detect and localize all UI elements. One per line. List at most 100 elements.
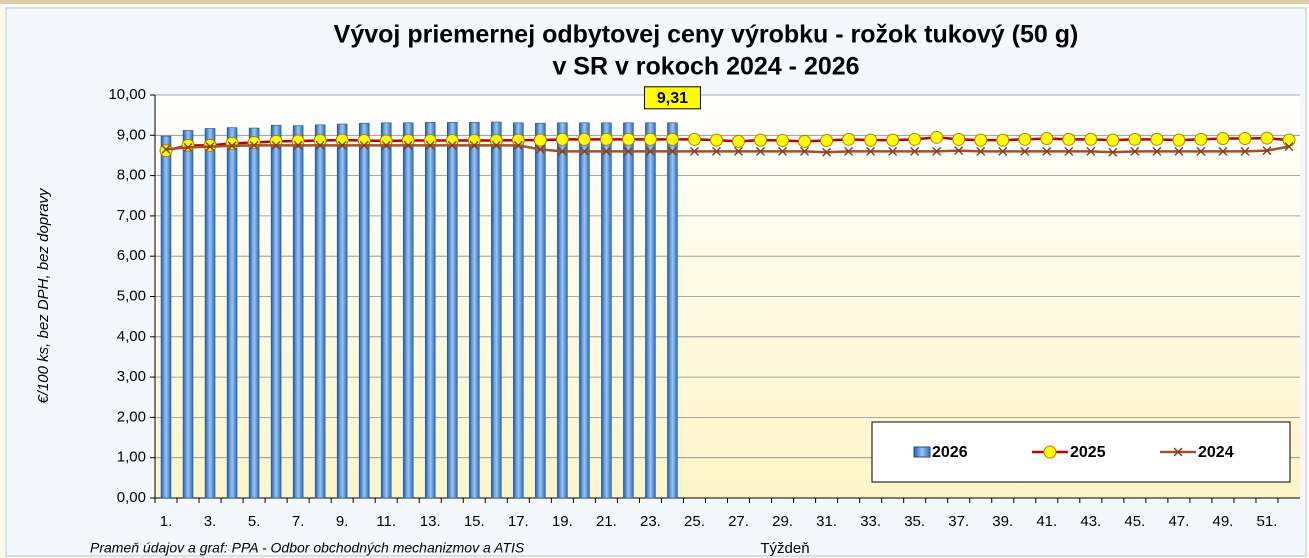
marker [1196, 146, 1206, 156]
marker [1282, 133, 1296, 147]
bar [204, 128, 216, 499]
x-tick-label: 45. [1124, 513, 1145, 530]
marker [756, 146, 766, 156]
x-tick-label: 41. [1036, 513, 1057, 530]
x-tick-label: 49. [1213, 513, 1234, 530]
bar [292, 125, 304, 499]
marker [1018, 132, 1032, 146]
bar [402, 122, 414, 499]
x-tick-label: 3. [204, 513, 217, 530]
marker [842, 132, 856, 146]
bar [623, 122, 634, 499]
bar [645, 122, 656, 499]
x-tick-label: 19. [552, 513, 573, 530]
line [165, 136, 1290, 152]
legend-label: 2024 [1198, 444, 1234, 461]
marker [535, 144, 545, 154]
bar [380, 122, 392, 499]
marker [1238, 132, 1252, 146]
marker [1262, 146, 1272, 156]
marker [1284, 142, 1294, 152]
marker [425, 140, 435, 150]
marker [601, 146, 611, 156]
x-tick-label: 39. [992, 513, 1013, 530]
y-tick-label: 6,00 [117, 247, 146, 264]
x-tick-label: 33. [860, 513, 881, 530]
bar [469, 122, 480, 499]
marker [665, 132, 679, 146]
marker [291, 134, 305, 148]
x-tick-label: 17. [508, 513, 529, 530]
marker [864, 133, 878, 147]
marker [293, 140, 303, 150]
marker [1260, 131, 1274, 145]
legend-box [871, 421, 1291, 483]
marker [1020, 146, 1030, 156]
x-tick-label: 29. [772, 513, 793, 530]
x-tick-label: 25. [684, 513, 705, 530]
marker [996, 133, 1010, 147]
y-axis-label: €/100 ks, bez DPH, bez dopravy [35, 187, 52, 404]
marker [954, 146, 964, 156]
bar [535, 122, 546, 499]
x-tick-label: 27. [728, 513, 749, 530]
marker [183, 142, 193, 152]
x-tick-label: 5. [248, 513, 261, 530]
marker [359, 140, 369, 150]
bar [447, 122, 458, 499]
marker [159, 144, 173, 158]
legend-marker [1043, 445, 1057, 459]
x-tick-label: 23. [640, 513, 661, 530]
marker [247, 136, 261, 150]
x-tick-label: 35. [904, 513, 925, 530]
bar [182, 130, 194, 499]
marker [1128, 132, 1142, 146]
legend-marker [1173, 447, 1183, 457]
marker [822, 147, 832, 157]
marker [888, 146, 898, 156]
marker [910, 146, 920, 156]
data-label-box [643, 86, 701, 110]
marker [709, 133, 723, 147]
x-tick-label: 13. [420, 513, 441, 530]
marker [820, 134, 834, 148]
marker [1106, 133, 1120, 147]
marker [379, 134, 393, 148]
y-tick-label: 10,00 [108, 86, 146, 103]
bar [601, 122, 612, 499]
y-tick-label: 3,00 [117, 368, 146, 385]
marker [1064, 146, 1074, 156]
bar [248, 127, 260, 499]
y-tick-label: 4,00 [117, 328, 146, 345]
marker [469, 140, 479, 150]
y-tick-label: 8,00 [117, 167, 146, 184]
chart-title: v SR v rokoch 2024 - 2026 [552, 53, 859, 81]
top-border [0, 0, 1309, 4]
marker [998, 146, 1008, 156]
marker [930, 130, 944, 144]
marker [687, 132, 701, 146]
marker [513, 140, 523, 150]
marker [908, 132, 922, 146]
marker [754, 133, 768, 147]
marker [798, 134, 812, 148]
x-tick-label: 51. [1257, 513, 1278, 530]
marker [932, 146, 942, 156]
y-tick-label: 0,00 [117, 489, 146, 506]
marker [1040, 132, 1054, 146]
marker [1084, 132, 1098, 146]
bar [579, 122, 590, 499]
marker [621, 132, 635, 146]
x-tick-label: 31. [816, 513, 837, 530]
y-tick-label: 7,00 [117, 207, 146, 224]
marker [161, 144, 171, 154]
y-tick-label: 1,00 [117, 449, 146, 466]
marker [643, 132, 657, 146]
x-tick-label: 47. [1168, 513, 1189, 530]
marker [381, 140, 391, 150]
marker [732, 134, 746, 148]
marker [844, 146, 854, 156]
x-tick-label: 1. [160, 513, 173, 530]
marker [1216, 132, 1230, 146]
